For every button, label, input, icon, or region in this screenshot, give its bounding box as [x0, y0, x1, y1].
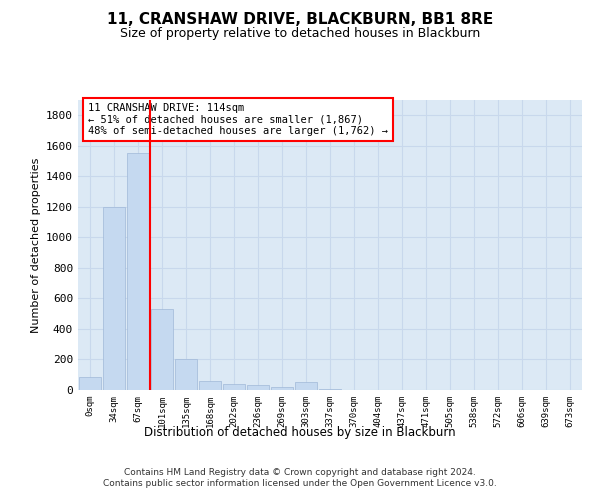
- Bar: [199, 381, 221, 390]
- Bar: [295, 382, 317, 390]
- Text: Distribution of detached houses by size in Blackburn: Distribution of detached houses by size …: [144, 426, 456, 439]
- Text: 11 CRANSHAW DRIVE: 114sqm
← 51% of detached houses are smaller (1,867)
48% of se: 11 CRANSHAW DRIVE: 114sqm ← 51% of detac…: [88, 103, 388, 136]
- Bar: [247, 384, 269, 390]
- Bar: [175, 360, 197, 390]
- Text: Contains HM Land Registry data © Crown copyright and database right 2024.
Contai: Contains HM Land Registry data © Crown c…: [103, 468, 497, 487]
- Bar: [127, 154, 149, 390]
- Bar: [271, 386, 293, 390]
- Bar: [103, 207, 125, 390]
- Bar: [223, 384, 245, 390]
- Text: Size of property relative to detached houses in Blackburn: Size of property relative to detached ho…: [120, 28, 480, 40]
- Bar: [319, 389, 341, 390]
- Bar: [79, 377, 101, 390]
- Y-axis label: Number of detached properties: Number of detached properties: [31, 158, 41, 332]
- Bar: [151, 309, 173, 390]
- Text: 11, CRANSHAW DRIVE, BLACKBURN, BB1 8RE: 11, CRANSHAW DRIVE, BLACKBURN, BB1 8RE: [107, 12, 493, 28]
